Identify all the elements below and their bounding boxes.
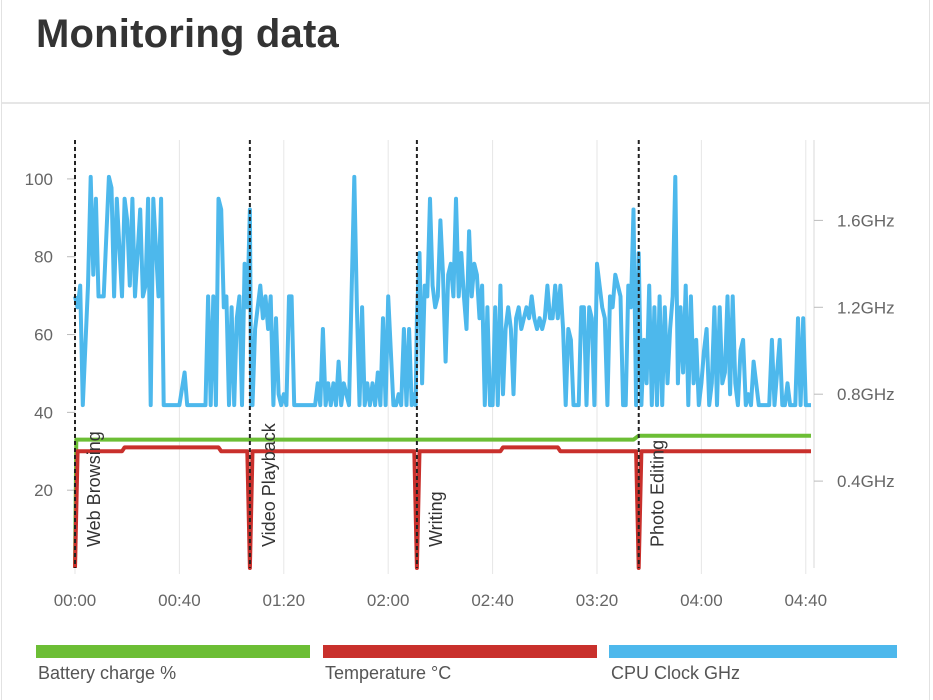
y-right-tick-label: 0.4GHz xyxy=(837,472,895,491)
y-right-tick-label: 0.8GHz xyxy=(837,385,895,404)
x-tick-label: 02:40 xyxy=(471,591,514,610)
y-left-tick-label: 60 xyxy=(34,326,53,345)
y-left-tick-label: 100 xyxy=(25,170,53,189)
phase-label: Photo Editing xyxy=(648,440,668,547)
y-left-tick-label: 80 xyxy=(34,248,53,267)
legend-swatch-temperature xyxy=(323,645,597,658)
legend-label-battery: Battery charge % xyxy=(38,663,177,683)
x-tick-label: 02:00 xyxy=(367,591,410,610)
x-tick-label: 00:40 xyxy=(158,591,201,610)
phase-label: Video Playback xyxy=(259,422,279,547)
legend-swatch-cpu xyxy=(609,645,897,658)
y-left-tick-label: 40 xyxy=(34,403,53,422)
legend-swatch-battery xyxy=(36,645,310,658)
legend-item-cpu[interactable]: CPU Clock GHz xyxy=(609,645,897,690)
series-line-temperature-c xyxy=(73,445,811,570)
x-tick-label: 01:20 xyxy=(263,591,306,610)
y-right-tick-label: 1.2GHz xyxy=(837,298,895,317)
legend-label-cpu: CPU Clock GHz xyxy=(611,663,741,683)
card-header: Monitoring data xyxy=(2,0,929,104)
legend-item-temperature[interactable]: Temperature °C xyxy=(323,645,597,690)
x-tick-label: 03:20 xyxy=(576,591,619,610)
phase-label: Writing xyxy=(426,491,446,547)
y-left-tick-label: 20 xyxy=(34,481,53,500)
x-tick-label: 00:00 xyxy=(54,591,97,610)
legend-item-battery[interactable]: Battery charge % xyxy=(36,645,310,690)
series-line-cpu-clock-ghz xyxy=(73,174,811,408)
x-tick-label: 04:40 xyxy=(785,591,828,610)
y-right-tick-label: 1.6GHz xyxy=(837,211,895,230)
phase-label: Web Browsing xyxy=(84,431,104,547)
legend-label-temperature: Temperature °C xyxy=(325,663,452,683)
x-tick-label: 04:00 xyxy=(680,591,723,610)
monitoring-chart: 00:00 00:40 01:20 02:00 02:40 03:20 04:00 04:40… xyxy=(25,140,895,610)
page-title: Monitoring data xyxy=(36,12,339,56)
